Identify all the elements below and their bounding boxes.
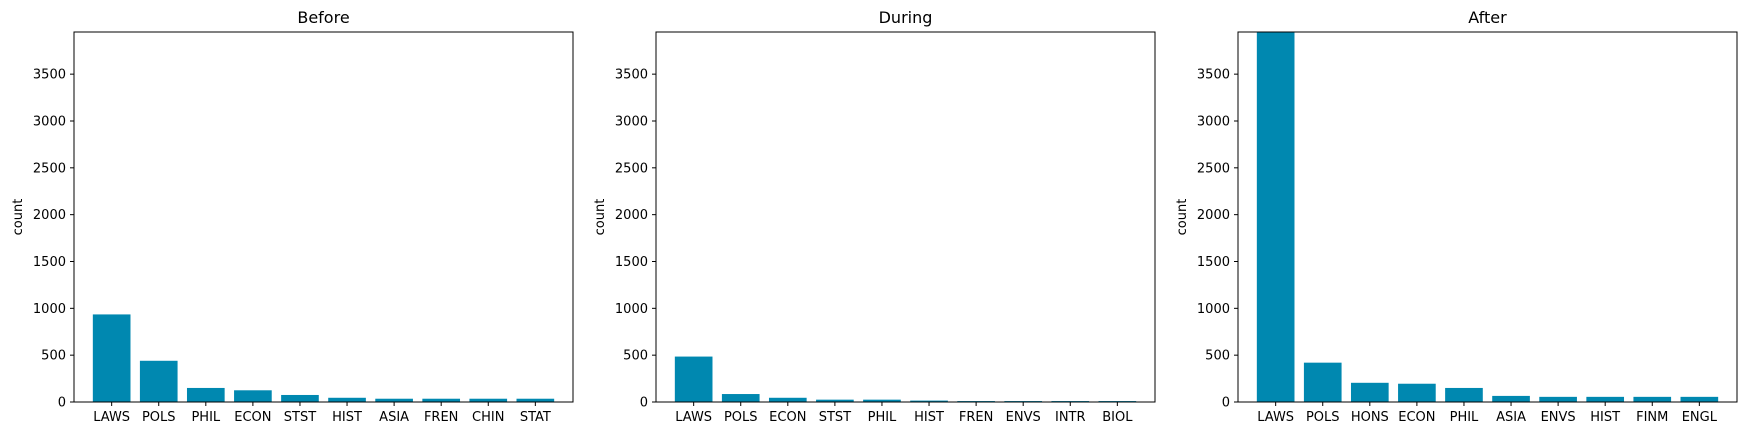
x-tick-label: ASIA (1496, 410, 1526, 425)
x-tick-label: CHIN (472, 410, 504, 425)
bar-asia (375, 398, 413, 402)
y-tick-label: 1000 (615, 302, 648, 317)
bar-laws (1256, 32, 1295, 402)
y-tick-label: 2500 (33, 161, 66, 176)
bar-chin (469, 398, 508, 402)
y-axis-label: count (1175, 199, 1190, 236)
bar-pols (139, 360, 178, 402)
x-tick-label: POLS (724, 410, 758, 425)
x-tick-label: HIST (332, 410, 362, 425)
x-tick-label: HONS (1351, 410, 1389, 425)
bar-phil (1445, 387, 1483, 402)
bar-econ (234, 390, 272, 402)
bar-pols (721, 394, 760, 402)
y-tick-label: 500 (41, 349, 66, 364)
x-tick-label: FREN (959, 410, 993, 425)
y-tick-label: 1000 (1197, 302, 1230, 317)
x-tick-label: ENVS (1541, 410, 1576, 425)
x-tick-label: STST (819, 410, 851, 425)
bar-phil (863, 399, 901, 402)
x-tick-label: ASIA (379, 410, 409, 425)
bar-econ (768, 397, 807, 402)
plot-area-frame (1237, 31, 1738, 403)
y-tick-label: 3000 (1197, 114, 1230, 129)
x-tick-label: LAWS (1257, 410, 1294, 425)
y-tick-label: 3500 (615, 68, 648, 83)
x-tick-label: POLS (1306, 410, 1340, 425)
y-tick-label: 3500 (33, 68, 66, 83)
x-tick-label: BIOL (1102, 410, 1133, 425)
x-tick-label: PHIL (191, 410, 220, 425)
x-tick-label: LAWS (675, 410, 712, 425)
y-tick-label: 2000 (1197, 208, 1230, 223)
y-tick-label: 3000 (615, 114, 648, 129)
x-tick-label: ECON (1398, 410, 1435, 425)
x-tick-label: INTR (1055, 410, 1086, 425)
y-tick-label: 0 (1222, 396, 1230, 411)
bar-asia (1492, 395, 1530, 402)
chart-panel-1: LAWS POLS PHIL ECON STST HIST ASIA FREN CHIN STAT… (11, 8, 574, 425)
bar-finm (1633, 396, 1672, 402)
bar-laws (674, 356, 713, 402)
x-tick-label: STST (284, 410, 316, 425)
x-tick-label: STAT (520, 410, 551, 425)
bar-econ (1398, 383, 1436, 402)
bar-stat (516, 398, 555, 402)
y-tick-label: 3000 (33, 114, 66, 129)
chart-panel-2: LAWS POLS ECON STST PHIL HIST FREN ENVS INTR BIOL… (593, 8, 1156, 425)
bar-pols (1303, 362, 1342, 402)
plot-area-frame (73, 31, 574, 403)
bar-hist (1586, 396, 1625, 402)
y-tick-label: 500 (1205, 349, 1230, 364)
bar-stst (281, 394, 319, 402)
y-axis-label: count (593, 199, 608, 236)
y-tick-label: 2500 (1197, 161, 1230, 176)
y-tick-label: 1500 (33, 255, 66, 270)
bar-laws (92, 314, 131, 402)
chart-title: During (879, 8, 933, 27)
y-axis-label: count (11, 199, 26, 236)
x-tick-label: HIST (1590, 410, 1620, 425)
x-tick-label: PHIL (1450, 410, 1479, 425)
bar-engl (1680, 396, 1719, 402)
chart-title: Before (297, 8, 349, 27)
y-tick-label: 1500 (615, 255, 648, 270)
x-tick-label: FREN (424, 410, 458, 425)
bar-fren (422, 398, 461, 402)
y-tick-label: 3500 (1197, 68, 1230, 83)
plot-area-frame (655, 31, 1156, 403)
x-tick-label: HIST (914, 410, 944, 425)
y-tick-label: 0 (58, 396, 66, 411)
x-tick-label: LAWS (93, 410, 130, 425)
y-tick-label: 1500 (1197, 255, 1230, 270)
x-tick-label: POLS (142, 410, 176, 425)
x-tick-label: PHIL (868, 410, 897, 425)
bar-hons (1350, 382, 1389, 402)
y-tick-label: 1000 (33, 302, 66, 317)
bar-hist (910, 400, 948, 402)
chart-panel-3: LAWS POLS HONS ECON PHIL ASIA ENVS HIST FINM ENGL… (1175, 8, 1738, 425)
x-tick-label: ECON (234, 410, 271, 425)
bar-stst (816, 399, 854, 402)
y-tick-label: 2000 (33, 208, 66, 223)
bar-phil (186, 387, 225, 402)
x-tick-label: ENVS (1006, 410, 1041, 425)
y-tick-label: 2000 (615, 208, 648, 223)
y-tick-label: 2500 (615, 161, 648, 176)
bar-hist (328, 397, 366, 402)
y-tick-label: 0 (640, 396, 648, 411)
x-tick-label: ENGL (1682, 410, 1718, 425)
bar-envs (1539, 396, 1577, 402)
x-tick-label: ECON (769, 410, 806, 425)
x-tick-label: FINM (1636, 410, 1668, 425)
chart-title: After (1468, 8, 1507, 27)
y-tick-label: 500 (623, 349, 648, 364)
